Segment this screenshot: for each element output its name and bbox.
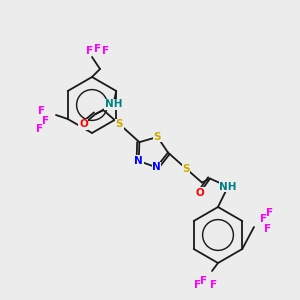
- Text: F: F: [264, 224, 272, 234]
- Text: N: N: [134, 156, 143, 166]
- Text: F: F: [266, 208, 274, 218]
- Text: F: F: [36, 124, 43, 134]
- Text: O: O: [79, 119, 88, 129]
- Text: F: F: [38, 106, 46, 116]
- Text: NH: NH: [219, 182, 237, 192]
- Text: F: F: [42, 116, 50, 126]
- Text: F: F: [86, 46, 94, 56]
- Text: F: F: [200, 276, 208, 286]
- Text: N: N: [152, 162, 161, 172]
- Text: F: F: [260, 214, 268, 224]
- Text: F: F: [194, 280, 202, 290]
- Text: F: F: [102, 46, 110, 56]
- Text: O: O: [196, 188, 204, 198]
- Text: S: S: [154, 132, 161, 142]
- Text: S: S: [116, 119, 123, 129]
- Text: S: S: [182, 164, 190, 174]
- Text: F: F: [210, 280, 218, 290]
- Text: NH: NH: [105, 99, 122, 109]
- Text: F: F: [94, 44, 102, 54]
